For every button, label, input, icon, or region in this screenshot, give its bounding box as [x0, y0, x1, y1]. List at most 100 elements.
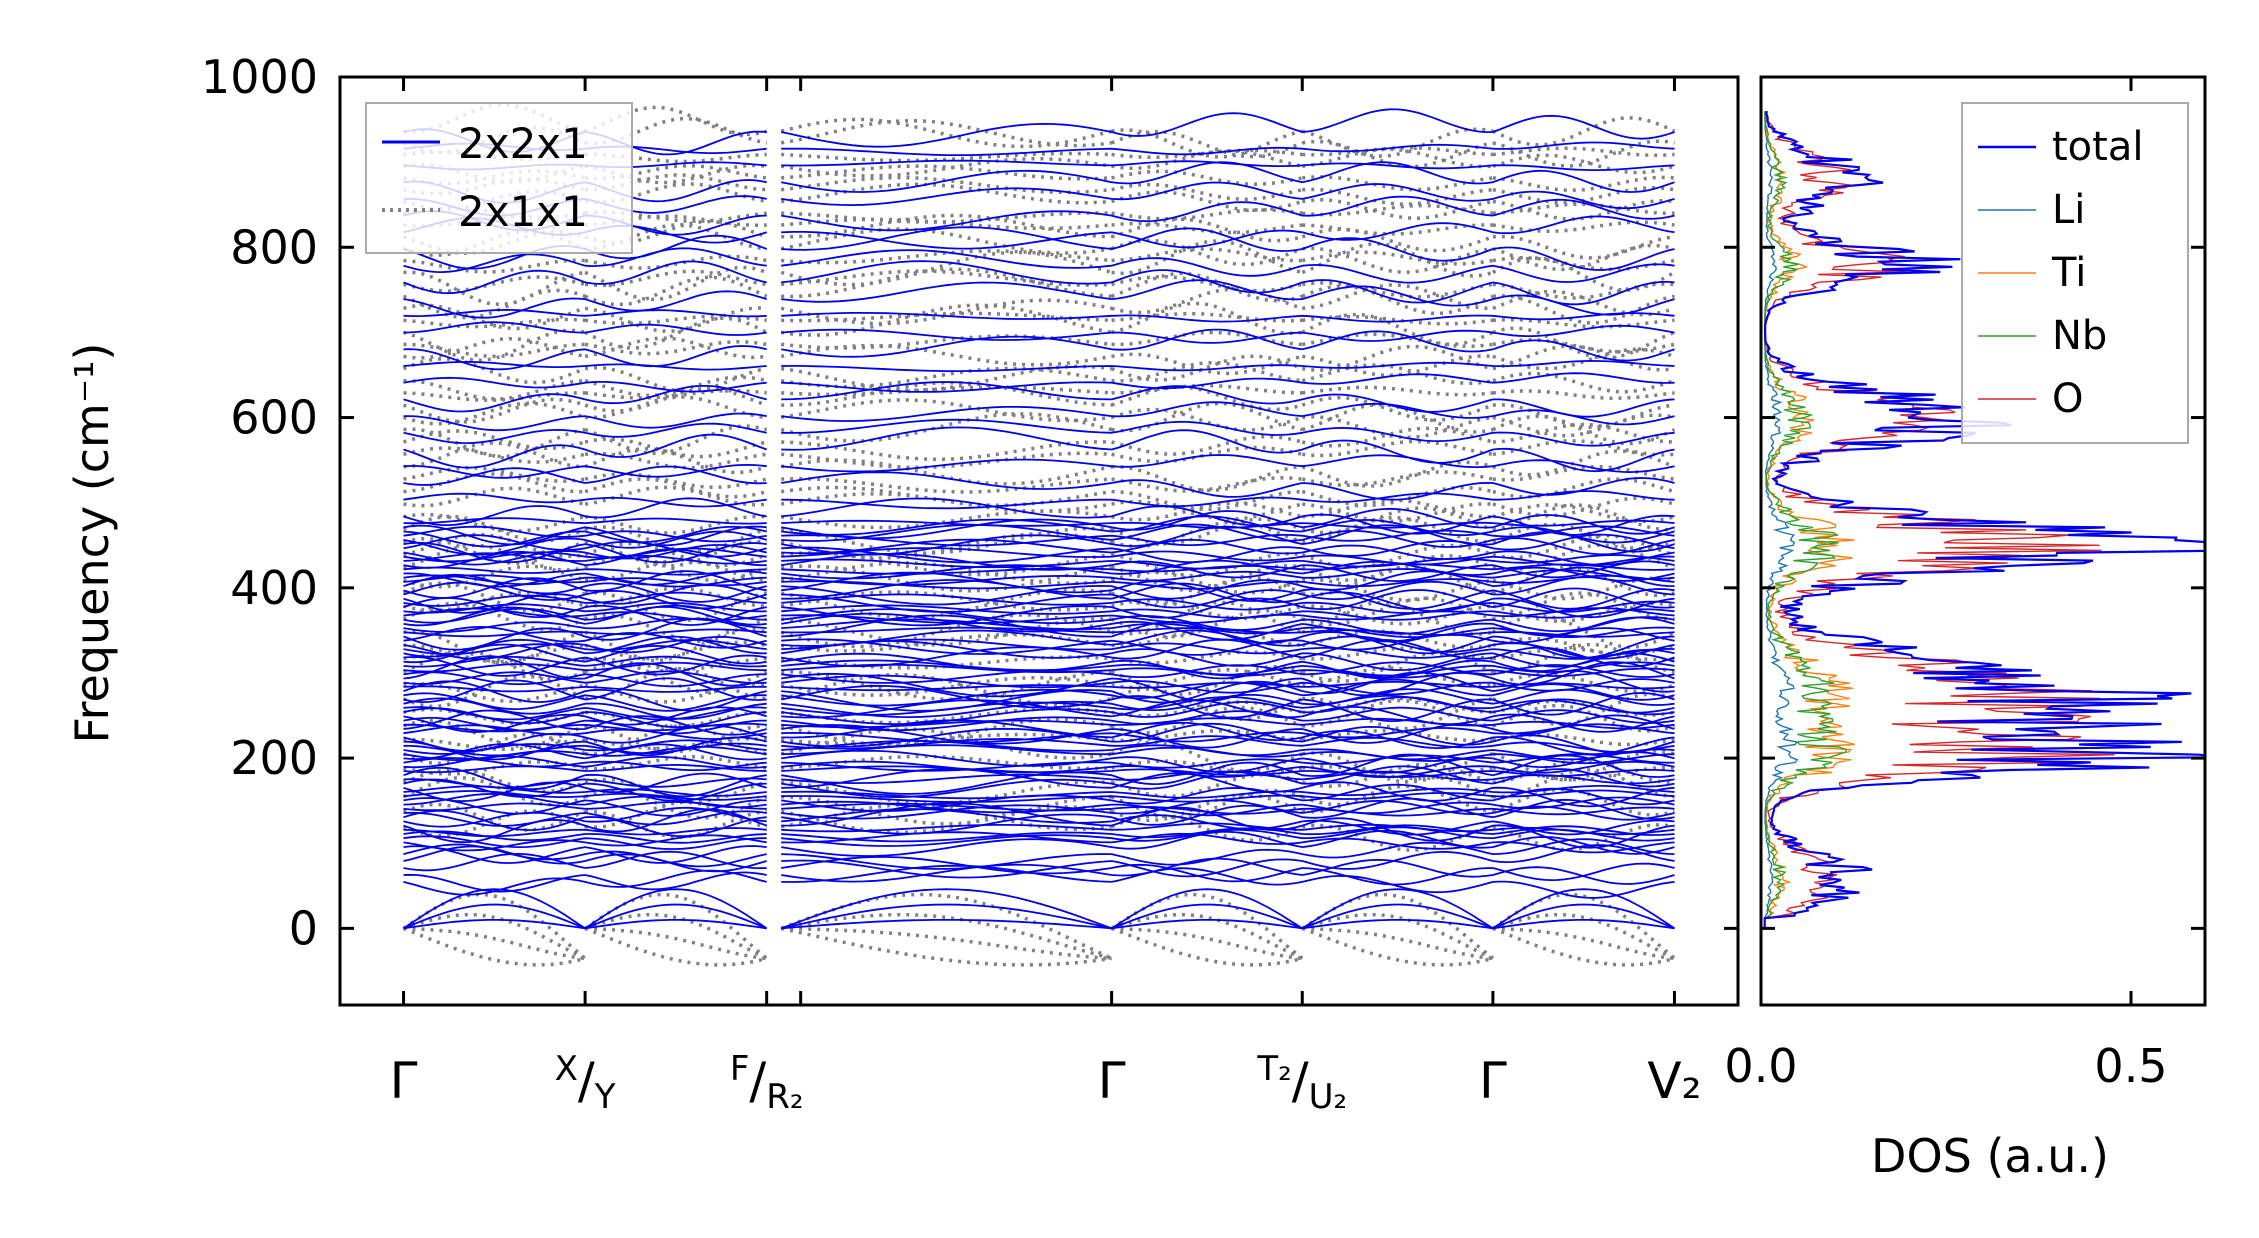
y-tick-label: 200	[230, 731, 318, 785]
band-2x2x1	[403, 661, 1675, 688]
band-2x1x1	[403, 269, 1675, 300]
band-2x2x1	[403, 579, 1675, 619]
band-2x2x1	[403, 517, 1675, 529]
x-tick-label: Γ	[1098, 1052, 1126, 1110]
band-2x1x1	[403, 485, 1675, 524]
band-2x2x1	[403, 533, 1675, 564]
band-2x1x1	[403, 696, 1675, 728]
band-2x2x1	[403, 381, 1675, 418]
band-2x2x1	[403, 591, 1675, 614]
band-2x1x1	[402, 912, 1676, 961]
dispersion-axes-frame	[338, 75, 1740, 1007]
band-2x1x1	[403, 311, 1675, 329]
band-2x1x1	[402, 723, 1675, 784]
band-2x2x1	[403, 678, 1675, 712]
band-2x2x1	[403, 709, 1675, 749]
legend-label-ti: Ti	[2051, 250, 2086, 296]
y-axis-ticks: 0 200 400 600 800 1000	[201, 50, 1738, 955]
band-2x1x1	[402, 666, 1676, 731]
band-2x1x1	[402, 642, 1675, 702]
band-2x2x1	[403, 635, 1675, 672]
dos-x-axis-label: DOS (a.u.)	[1871, 1129, 2109, 1183]
band-2x1x1	[403, 627, 1675, 664]
dos-curve-li	[1764, 111, 1799, 929]
band-2x1x1	[403, 586, 1675, 626]
band-2x2x1	[403, 426, 1675, 473]
legend-label-o: O	[2052, 376, 2083, 422]
band-2x1x1	[403, 102, 1676, 159]
band-2x2x1	[403, 308, 1675, 323]
band-2x2x1	[403, 359, 1675, 372]
band-2x2x1	[403, 797, 1675, 838]
band-2x1x1	[403, 515, 1676, 568]
band-2x2x1	[403, 454, 1675, 479]
dos-axes-frame	[1759, 75, 2207, 1007]
band-2x2x1	[403, 722, 1675, 761]
band-2x2x1	[403, 792, 1675, 817]
band-2x2x1	[403, 857, 1675, 893]
band-2x1x1	[402, 380, 1675, 430]
band-2x1x1	[403, 498, 1675, 535]
band-2x1x1	[403, 926, 1675, 961]
x-tick-label: Γ	[390, 1052, 418, 1110]
band-2x1x1	[403, 472, 1675, 512]
band-2x2x1	[403, 625, 1675, 656]
y-tick-label: 0	[289, 901, 318, 955]
legend-label-li: Li	[2052, 187, 2085, 233]
dos-x-tick-label: 0.0	[1724, 1039, 1797, 1093]
legend-label-nb: Nb	[2052, 313, 2107, 359]
band-2x2x1	[403, 247, 1675, 284]
y-tick-label: 800	[230, 220, 318, 274]
bands-2x2x1	[402, 108, 1676, 930]
band-2x2x1	[403, 753, 1675, 772]
band-2x1x1	[402, 301, 1676, 363]
band-2x2x1	[403, 328, 1675, 371]
legend-label-2x1x1: 2x1x1	[458, 187, 588, 236]
band-2x1x1	[403, 283, 1676, 334]
band-2x1x1	[402, 926, 1675, 967]
band-2x1x1	[402, 800, 1675, 852]
dos-curve-nb	[1764, 111, 1847, 929]
band-2x2x1	[403, 576, 1675, 613]
band-2x1x1	[402, 267, 1675, 325]
band-2x2x1	[403, 523, 1675, 556]
band-2x1x1	[403, 401, 1676, 459]
band-2x2x1	[403, 742, 1675, 774]
dispersion-panel: 0 200 400 600 800 1000 Γ X/Y F/R₂ Γ T₂/U₂ Γ V₂ Freq…	[65, 50, 1740, 1117]
dos-axis-ticks: 0.0 0.5	[1724, 75, 2205, 1093]
dos-curve-ti	[1764, 111, 1855, 929]
band-2x2x1	[403, 838, 1675, 870]
band-2x1x1	[402, 422, 1675, 462]
dos-x-tick-label: 0.5	[2094, 1039, 2167, 1093]
band-2x2x1	[403, 321, 1675, 344]
x-tick-label: Γ	[1479, 1052, 1507, 1110]
band-2x2x1	[403, 831, 1675, 854]
band-2x2x1	[403, 372, 1675, 393]
band-2x2x1	[403, 850, 1675, 886]
x-tick-label: F/R₂	[730, 1049, 804, 1117]
band-2x1x1	[402, 503, 1675, 555]
dos-curve-o	[1764, 110, 2115, 929]
y-tick-label: 600	[230, 391, 318, 445]
band-2x2x1	[403, 655, 1675, 702]
band-2x2x1	[403, 465, 1675, 501]
band-2x2x1	[403, 824, 1675, 844]
band-2x2x1	[403, 490, 1675, 510]
x-axis-ticks: Γ X/Y F/R₂ Γ T₂/U₂ Γ V₂	[390, 77, 1702, 1117]
band-2x2x1	[403, 260, 1675, 306]
band-2x1x1	[403, 330, 1675, 359]
band-2x1x1	[403, 239, 1676, 307]
y-axis-label: Frequency (cm⁻¹)	[65, 343, 119, 744]
band-2x2x1	[402, 888, 1676, 930]
band-2x2x1	[403, 643, 1675, 680]
x-tick-label: V₂	[1647, 1052, 1701, 1110]
legend-label-2x2x1: 2x2x1	[458, 119, 588, 168]
band-2x2x1	[403, 401, 1675, 432]
band-2x2x1	[403, 903, 1675, 930]
dos-legend: total Li Ti Nb O	[1961, 102, 2189, 444]
band-2x2x1	[403, 919, 1675, 930]
band-2x2x1	[403, 670, 1675, 712]
band-2x2x1	[403, 723, 1675, 744]
dos-panel: 0.0 0.5 DOS (a.u.) total Li Ti Nb O	[1724, 75, 2207, 1183]
